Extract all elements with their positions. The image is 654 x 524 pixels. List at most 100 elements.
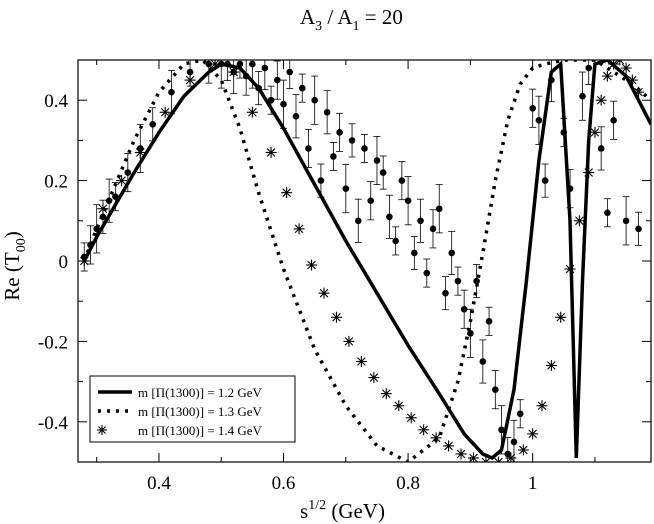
data-point (105, 197, 113, 204)
data-point (485, 318, 493, 325)
data-point (236, 60, 244, 68)
asterisk-stroke (628, 75, 637, 85)
legend-label: m [Π(1300)] = 1.2 GeV (138, 385, 263, 400)
svg-text:Re (T00): Re (T00) (0, 231, 29, 300)
xlabel-rest: (GeV) (326, 499, 385, 523)
asterisk-stroke (98, 426, 106, 434)
asterisk-stroke (556, 313, 565, 322)
asterisk-point (633, 86, 645, 98)
series-line-1-2-gev (82, 60, 651, 461)
svg-text:s1/2 (GeV): s1/2 (GeV) (300, 498, 385, 523)
asterisk-stroke (528, 429, 537, 439)
asterisk-point (555, 311, 567, 323)
asterisk-point (246, 106, 258, 118)
asterisk-stroke (575, 216, 584, 226)
y-tick-label: -0.4 (38, 413, 69, 434)
xlabel-sup: 1/2 (308, 498, 326, 513)
data-point (274, 76, 281, 84)
asterisk-point (492, 456, 504, 462)
data-point (442, 289, 449, 297)
y-tick-label: 0.2 (44, 172, 68, 193)
asterisk-point (293, 223, 305, 235)
chart-title: A3 / A1 = 20 (300, 5, 403, 34)
data-point (579, 92, 586, 100)
data-point (336, 129, 343, 136)
x-tick-label: 0.6 (272, 473, 296, 494)
asterisk-stroke (117, 176, 126, 185)
data-point (255, 84, 262, 92)
data-point (305, 145, 312, 152)
data-point (249, 60, 256, 68)
data-point (242, 72, 250, 80)
x-tick-label: 1 (528, 473, 538, 494)
asterisk-stroke (160, 107, 170, 117)
data-point (541, 177, 549, 184)
asterisk-stroke (596, 95, 606, 105)
data-point (348, 137, 356, 144)
data-point (398, 177, 406, 184)
asterisk-stroke (332, 313, 341, 322)
asterisk-point (620, 62, 632, 74)
asterisk-point (564, 263, 576, 275)
x-axis-label: s1/2 (GeV) (300, 498, 385, 523)
asterisk-stroke (319, 288, 329, 298)
data-point (367, 197, 375, 204)
asterisk-stroke (615, 60, 621, 65)
asterisk-point (393, 400, 405, 412)
asterisk-stroke (406, 413, 416, 423)
data-point (473, 277, 480, 285)
asterisk-stroke (357, 357, 366, 366)
data-point (423, 269, 431, 277)
data-point (386, 213, 393, 221)
data-point (379, 169, 387, 176)
asterisk-stroke (210, 60, 220, 69)
asterisk-point (595, 94, 607, 106)
asterisk-stroke (634, 87, 643, 97)
data-point (460, 305, 468, 313)
asterisk-stroke (565, 264, 575, 274)
data-point (267, 96, 275, 104)
data-point (230, 68, 238, 76)
asterisk-stroke (419, 425, 428, 435)
data-point (535, 117, 543, 124)
asterisk-point (626, 74, 638, 86)
asterisk-stroke (248, 107, 257, 117)
asterisk-point (545, 360, 557, 372)
data-point (510, 438, 518, 446)
data-point (404, 197, 412, 204)
data-point (224, 60, 231, 68)
asterisk-point (116, 175, 128, 187)
asterisk-stroke (619, 60, 625, 65)
asterisk-point (265, 146, 277, 158)
y-axis-label: Re (T00) (0, 231, 29, 300)
asterisk-point (430, 432, 442, 444)
series-line-1-3-gev (82, 60, 651, 462)
xlabel-main: s (300, 499, 308, 523)
asterisk-point (517, 444, 529, 456)
x-tick-label: 0.4 (147, 473, 171, 494)
asterisk-point (405, 412, 417, 424)
asterisk-point (343, 335, 355, 347)
y-tick-label: -0.2 (38, 332, 68, 353)
asterisk-stroke (307, 260, 316, 270)
ylabel-sub: 00 (14, 238, 29, 252)
ylabel-rest: ) (0, 231, 24, 238)
data-point (286, 68, 294, 76)
legend-box (89, 375, 296, 443)
asterisk-point (608, 60, 620, 70)
data-point (585, 64, 593, 72)
asterisk-point (318, 287, 330, 299)
data-point (604, 209, 611, 217)
asterisk-stroke (481, 457, 487, 462)
asterisk-point (589, 126, 601, 138)
asterisk-stroke (506, 453, 516, 462)
data-point (354, 217, 362, 225)
data-point (217, 60, 225, 68)
asterisk-point (281, 187, 293, 199)
asterisk-stroke (519, 445, 528, 455)
title-sub1: 3 (315, 19, 322, 34)
asterisk-point (583, 167, 595, 179)
asterisk-point (355, 356, 367, 367)
title-sub2: 1 (353, 19, 360, 34)
asterisk-stroke (547, 361, 556, 370)
